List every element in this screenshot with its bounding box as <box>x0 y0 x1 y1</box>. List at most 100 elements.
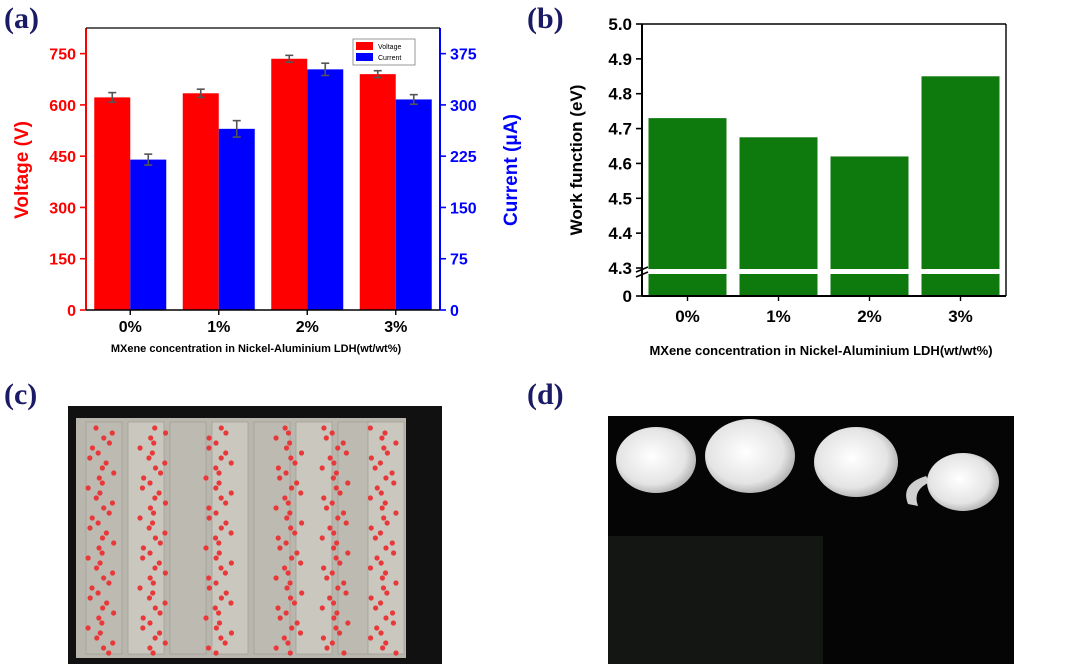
y-tick-label: 4.5 <box>608 189 632 208</box>
y2-tick-label: 0 <box>450 303 459 320</box>
led <box>319 535 325 541</box>
led <box>218 495 224 501</box>
led <box>333 485 339 491</box>
led <box>213 485 219 491</box>
x-tick-label: 3% <box>384 319 407 336</box>
led <box>146 595 153 601</box>
led <box>287 650 293 656</box>
led <box>321 495 327 501</box>
bar-voltage-1 <box>182 93 219 311</box>
y-tick-label: 4.4 <box>608 224 632 243</box>
led <box>213 625 219 631</box>
led <box>109 500 116 506</box>
led <box>391 480 397 486</box>
led <box>111 470 117 476</box>
led <box>277 545 283 551</box>
led <box>150 580 156 586</box>
led <box>139 485 146 491</box>
panel-label-c: (c) <box>4 378 38 411</box>
led <box>149 520 156 526</box>
error-bar-voltage-1 <box>196 88 205 99</box>
led <box>383 545 389 551</box>
y-tick-label: 0 <box>623 287 632 306</box>
led <box>340 510 347 516</box>
legend-swatch-current <box>356 53 373 61</box>
led <box>383 475 389 481</box>
y-tick-label: 150 <box>49 252 76 269</box>
led <box>275 605 281 611</box>
led <box>390 620 396 626</box>
chart-voltage-current: Voltage (V) Current (μA) MXene concentra… <box>12 27 522 355</box>
led <box>283 445 290 451</box>
led <box>106 650 112 656</box>
led <box>286 440 293 446</box>
led <box>297 630 304 636</box>
led <box>374 485 380 491</box>
led <box>100 605 106 611</box>
led <box>384 450 390 456</box>
led <box>222 640 228 646</box>
led <box>157 610 163 616</box>
breadboard-strip <box>169 421 207 655</box>
x-axis-label: MXene concentration in Nickel-Aluminium … <box>649 343 992 358</box>
y2-tick-label: 75 <box>450 252 468 269</box>
led <box>389 610 396 616</box>
led <box>277 615 283 621</box>
led <box>285 430 292 436</box>
led <box>216 480 222 486</box>
led <box>147 505 154 511</box>
y-tick-label: 5.0 <box>608 15 632 34</box>
led <box>377 600 384 606</box>
led <box>156 560 162 566</box>
led <box>137 585 143 591</box>
led <box>97 560 103 566</box>
led <box>331 615 337 621</box>
led <box>94 635 100 641</box>
led <box>324 645 330 651</box>
error-bar-voltage-2 <box>285 54 294 63</box>
led <box>206 435 212 441</box>
y-axis-label: Work function (eV) <box>567 85 586 236</box>
led <box>206 445 212 451</box>
led <box>218 455 224 461</box>
led <box>284 585 290 591</box>
led <box>218 525 224 531</box>
led <box>336 630 343 636</box>
error-bar-current-2 <box>321 62 330 77</box>
led <box>275 465 282 471</box>
led <box>285 500 291 506</box>
led <box>282 425 288 431</box>
led <box>374 555 380 561</box>
led <box>218 635 224 641</box>
led <box>382 570 389 576</box>
led <box>285 570 291 576</box>
led <box>152 605 158 611</box>
led <box>106 440 113 446</box>
led <box>203 475 209 481</box>
led <box>378 630 384 636</box>
led <box>334 610 340 616</box>
led <box>343 590 349 596</box>
led <box>288 455 294 461</box>
led <box>331 530 337 536</box>
led <box>206 575 212 581</box>
led <box>383 615 389 621</box>
led <box>152 635 158 641</box>
led <box>329 500 335 506</box>
y-axis-label: Voltage (V) <box>12 121 33 219</box>
led <box>162 530 168 536</box>
led <box>93 425 99 431</box>
led <box>222 570 228 576</box>
y2-tick-label: 225 <box>450 149 477 166</box>
led <box>95 520 101 526</box>
led <box>106 510 112 516</box>
led <box>223 430 229 436</box>
led <box>343 450 349 456</box>
legend-label-current: Current <box>378 55 401 62</box>
bar-current-2 <box>307 69 344 310</box>
led <box>157 540 163 546</box>
led <box>223 450 229 456</box>
error-bar-current-0 <box>144 153 153 166</box>
led <box>299 590 305 596</box>
panel-label-a: (a) <box>4 2 39 35</box>
